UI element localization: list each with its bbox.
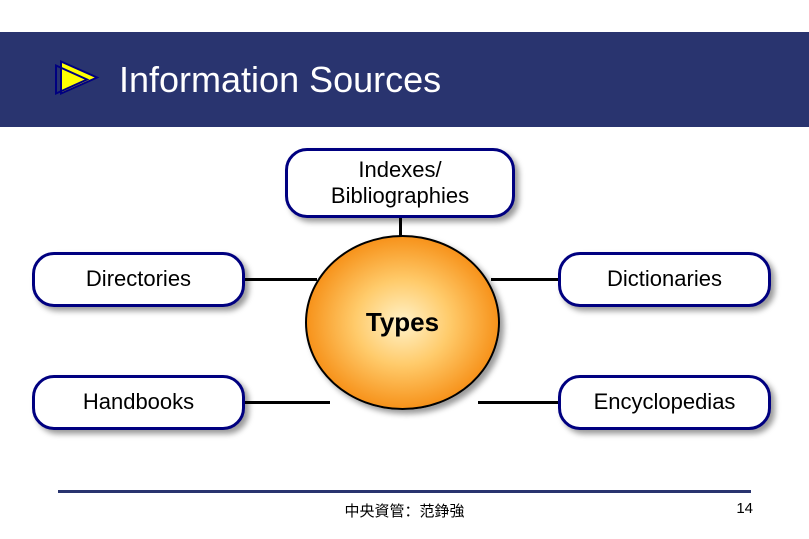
footer-divider — [58, 490, 751, 493]
node-indexes-bibliographies: Indexes/Bibliographies — [285, 148, 515, 218]
connector-bottom-right — [478, 401, 558, 404]
node-handbooks: Handbooks — [32, 375, 245, 430]
node-label: Indexes/Bibliographies — [331, 157, 469, 210]
node-directories: Directories — [32, 252, 245, 307]
connector-bottom-left — [245, 401, 330, 404]
footer-text: 中央資管：范錚強 — [0, 500, 809, 521]
node-encyclopedias: Encyclopedias — [558, 375, 771, 430]
connector-top-left — [245, 278, 317, 281]
node-dictionaries: Dictionaries — [558, 252, 771, 307]
slide-title: Information Sources — [119, 59, 441, 101]
node-label: Encyclopedias — [594, 389, 736, 415]
play-bullet-icon — [55, 55, 103, 104]
header-band: Information Sources — [0, 32, 809, 127]
connector-top-right — [491, 278, 558, 281]
diagram-area: Types Indexes/Bibliographies Directories… — [0, 150, 809, 480]
page-number: 14 — [736, 500, 753, 517]
center-label: Types — [366, 307, 439, 338]
node-label: Dictionaries — [607, 266, 722, 292]
center-node: Types — [305, 235, 500, 410]
node-label: Handbooks — [83, 389, 194, 415]
node-label: Directories — [86, 266, 191, 292]
